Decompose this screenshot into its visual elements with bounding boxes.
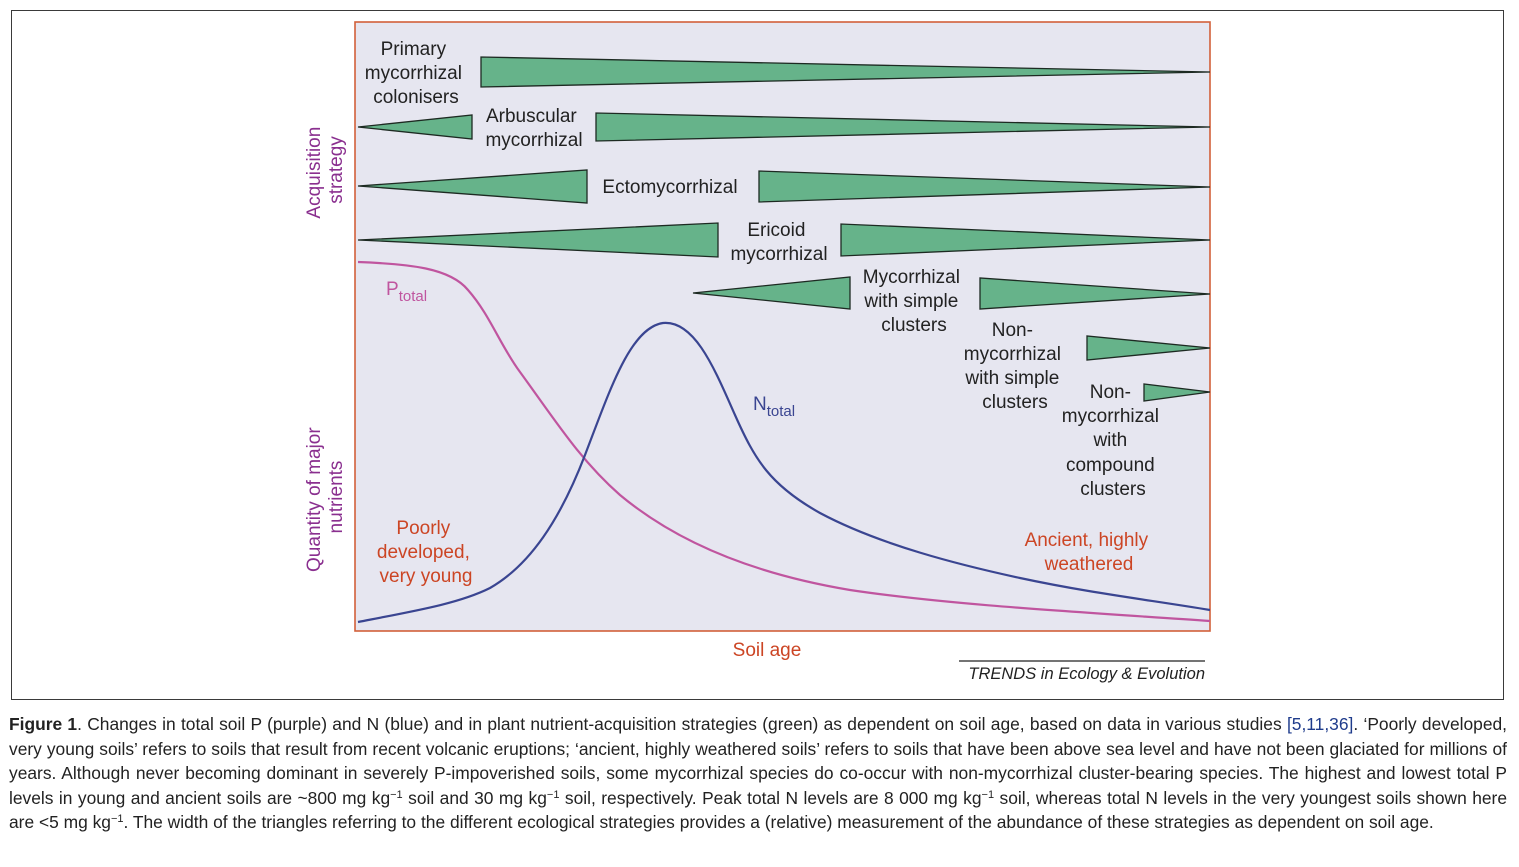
caption-text-3: soil and 30 mg kg (402, 787, 547, 808)
caption-text-5: soil, whereas total N levels in the very… (9, 787, 1508, 833)
young-soil-label: Poorly developed, very young (377, 518, 475, 587)
caption-text-1: . Changes in total soil P (purple) and N… (77, 714, 1287, 734)
triangle-ecto-rise (357, 169, 588, 204)
ancient-soil-label: Ancient, highly weathered (1025, 530, 1154, 575)
triangle-simple-clusters-rise (692, 276, 851, 310)
strategy-label-nonmyc-compound: Non- mycorrhizal with compound clusters (1062, 382, 1164, 500)
triangle-ericoid-fall (840, 223, 1211, 257)
n-total-label: Ntotal (753, 394, 795, 420)
y-axis-label-strategy: Acquisition strategy (304, 121, 347, 218)
caption-superscript-1: −1 (390, 788, 403, 801)
diagram-area: Primary mycorrhizal colonisers Arbuscula… (304, 21, 1211, 683)
triangle-ecto-fall (758, 170, 1211, 203)
triangle-nonmyc-simple (1086, 335, 1211, 361)
caption-text-2: . ‘Poorly developed, very young soils’ r… (9, 714, 1508, 808)
caption-references[interactable]: [5,11,36] (1286, 714, 1354, 734)
strategy-label-arbuscular: Arbuscular mycorrhizal (485, 106, 582, 151)
strategy-label-nonmyc-simple: Non- mycorrhizal with simple clusters (964, 320, 1066, 413)
strategy-label-primary: Primary mycorrhizal colonisers (365, 39, 467, 108)
source-credit: TRENDS in Ecology & Evolution (968, 665, 1205, 683)
p-total-curve (357, 260, 1211, 623)
caption-superscript-3: −1 (981, 788, 995, 801)
caption-label: Figure 1 (9, 714, 78, 734)
p-total-label: Ptotal (386, 279, 427, 305)
triangle-arbuscular-rise (357, 114, 473, 140)
strategy-label-ericoid: Ericoid mycorrhizal (730, 220, 827, 265)
caption-text-4: soil, respectively. Peak total N levels … (559, 787, 982, 808)
caption-superscript-4: −1 (110, 813, 124, 826)
caption-superscript-2: −1 (546, 788, 560, 801)
triangle-nonmyc-compound (1143, 383, 1211, 402)
diagram-svg: Primary mycorrhizal colonisers Arbuscula… (304, 21, 1211, 683)
caption-text-6: . The width of the triangles referring t… (123, 812, 1434, 833)
strategy-label-myc-simple-clusters: Mycorrhizal with simple clusters (863, 267, 965, 336)
strategy-triangles (357, 56, 1211, 402)
y-axis-label-nutrients: Quantity of major nutrients (304, 422, 347, 572)
triangle-primary-colonisers (480, 56, 1211, 88)
triangle-arbuscular-fall (595, 112, 1211, 142)
figure-caption: Figure 1. Changes in total soil P (purpl… (9, 712, 1507, 835)
triangle-simple-clusters-fall (979, 277, 1211, 310)
n-total-curve (357, 321, 1211, 624)
strategy-label-ecto: Ectomycorrhizal (602, 177, 737, 198)
triangle-ericoid-rise (357, 222, 719, 258)
x-axis-label: Soil age (733, 640, 802, 661)
